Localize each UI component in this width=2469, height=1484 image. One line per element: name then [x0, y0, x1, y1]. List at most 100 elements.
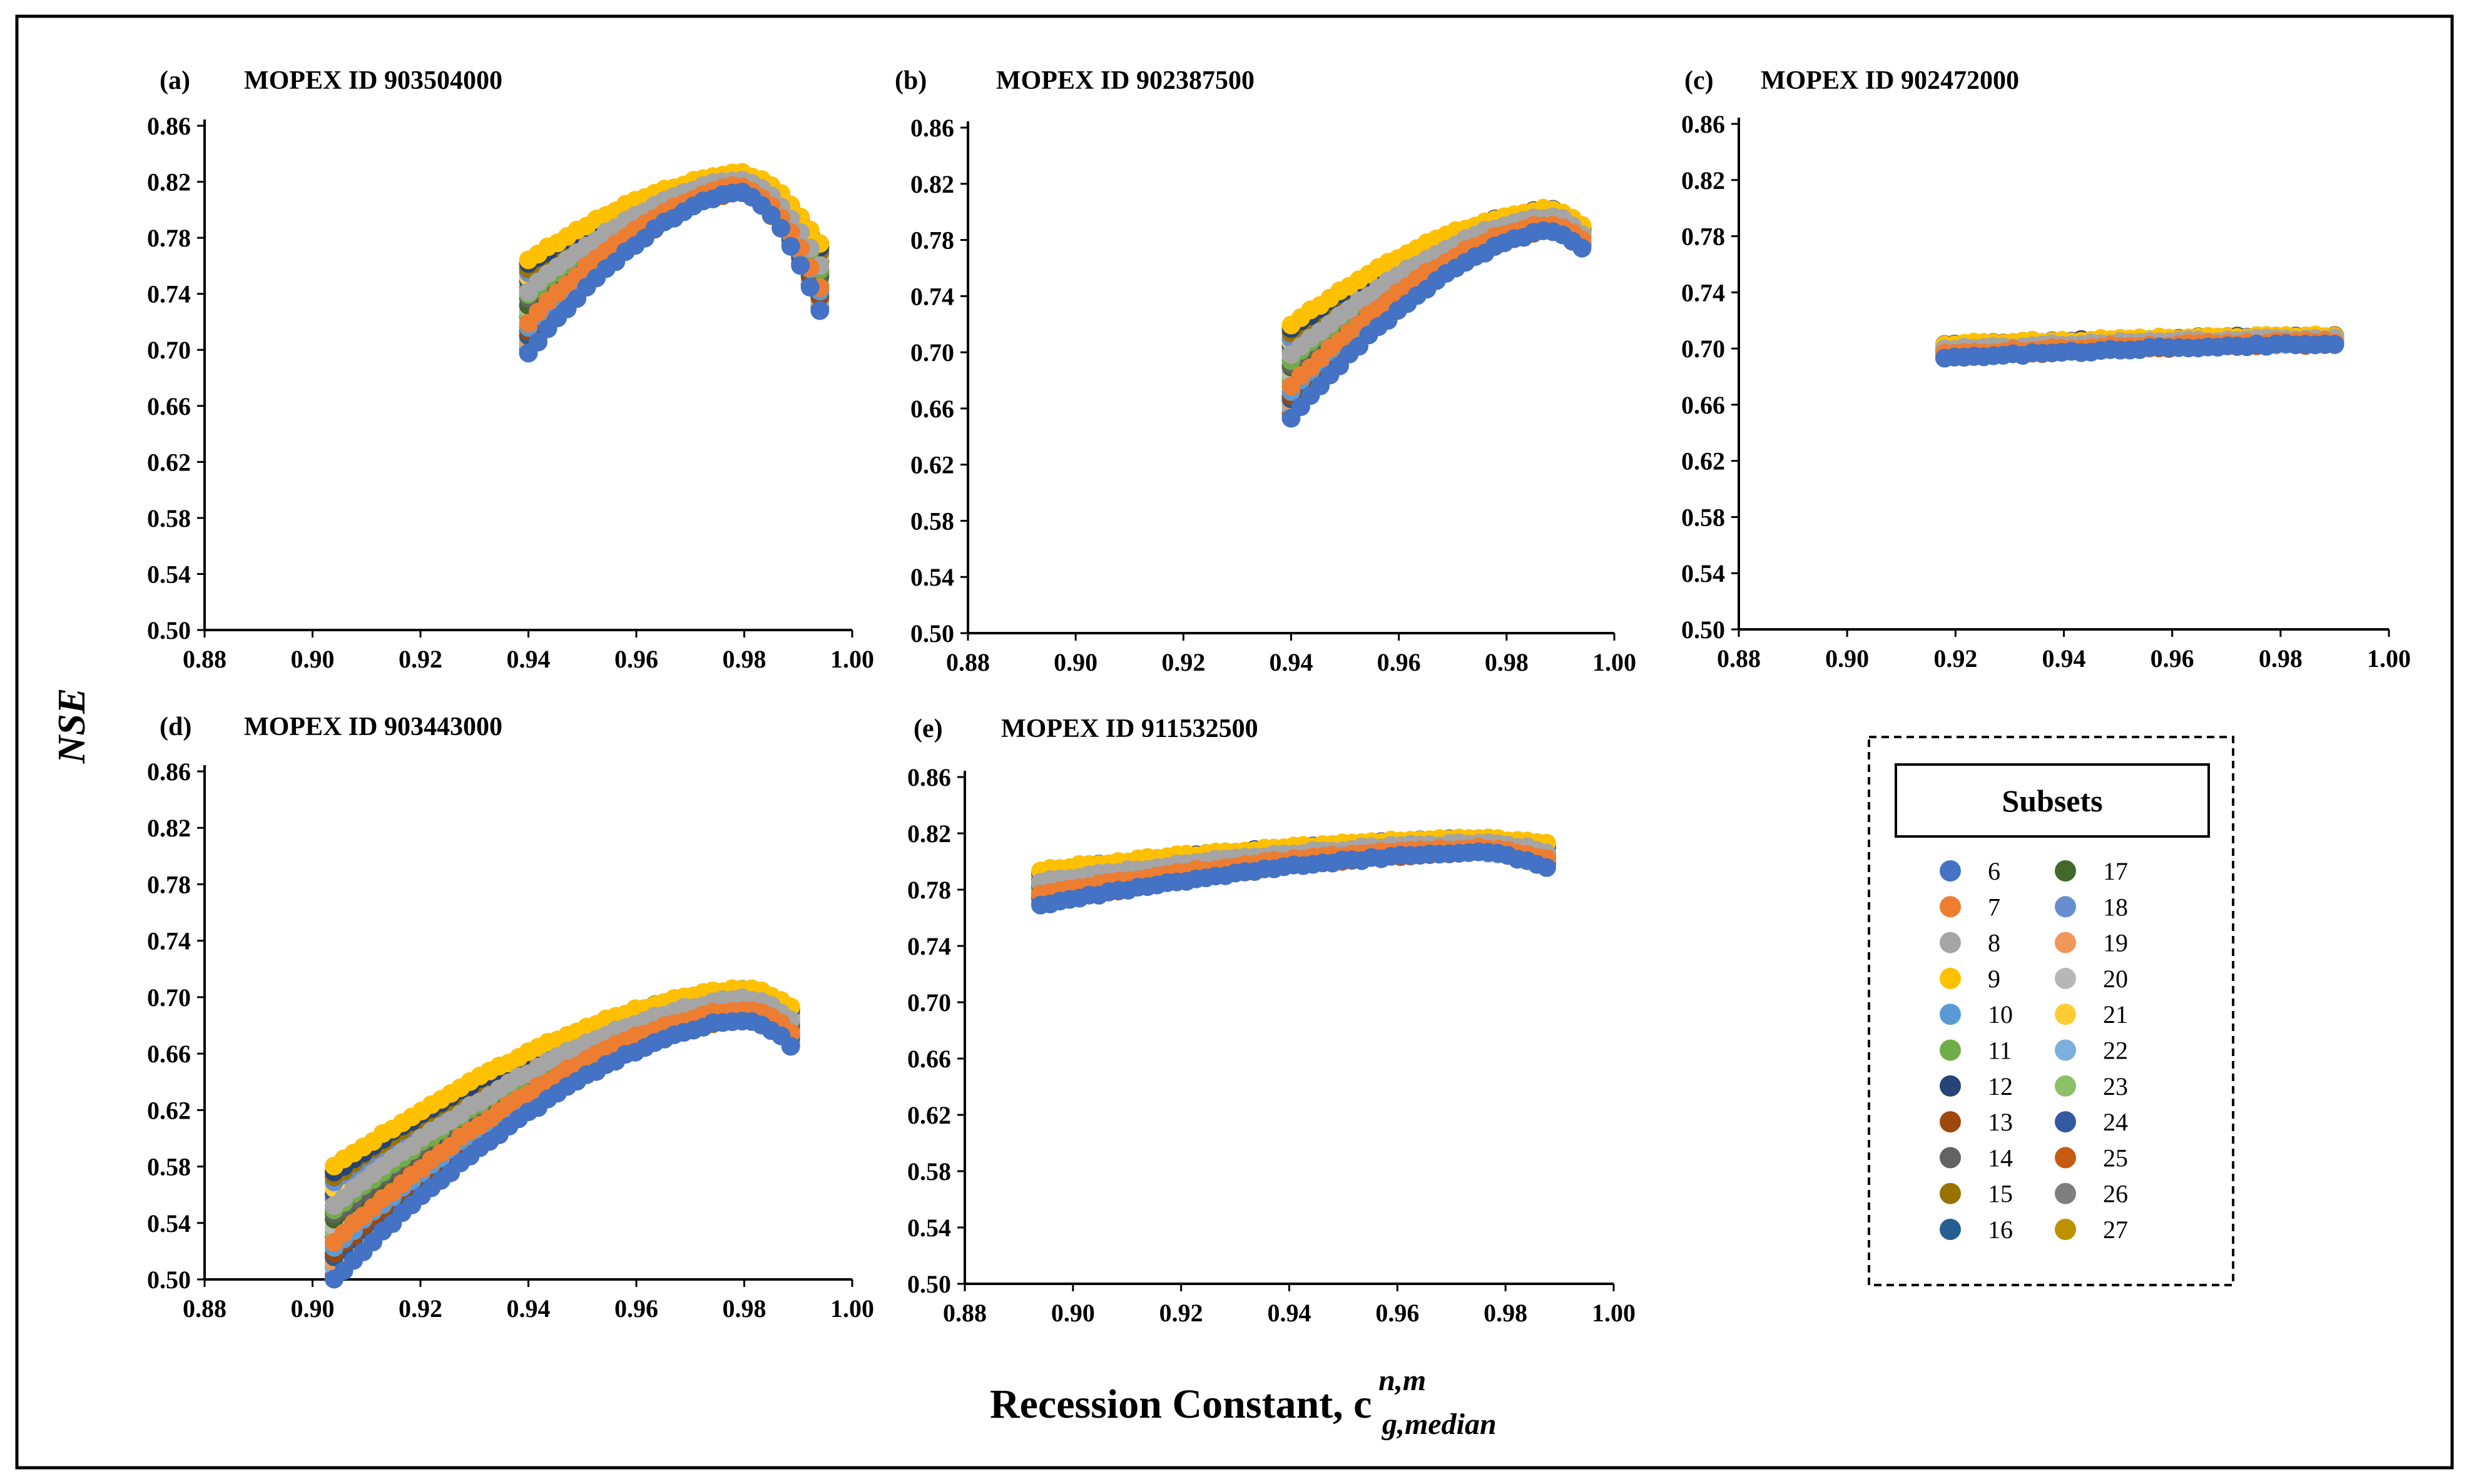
legend-marker-16	[1940, 1219, 1961, 1240]
legend-marker-12	[1940, 1075, 1961, 1097]
y-tick-label: 0.58	[147, 504, 191, 532]
legend-label-27: 27	[2103, 1216, 2128, 1244]
x-axis-title: Recession Constant, c g,median n,m	[990, 1364, 1507, 1443]
legend-label-10: 10	[1988, 1000, 2013, 1029]
x-tick-label: 0.92	[399, 1294, 442, 1323]
x-tick-label: 0.98	[1484, 1299, 1527, 1327]
legend-marker-27	[2055, 1219, 2076, 1240]
x-tick-label: 0.92	[399, 645, 442, 673]
panel-2: (b) MOPEX ID 9023875000.500.540.580.620.6…	[895, 66, 1636, 676]
x-tick-label: 0.90	[291, 1294, 335, 1323]
figure-border	[15, 14, 2454, 1470]
y-tick-label: 0.62	[147, 448, 191, 476]
legend-label-23: 23	[2103, 1072, 2128, 1100]
data-point	[761, 205, 781, 225]
legend-marker-8	[1940, 932, 1961, 953]
x-tick-label: 0.92	[1933, 644, 1977, 673]
x-tick-label: 0.94	[2042, 644, 2086, 673]
x-axis-title-sub: g,median	[1382, 1408, 1497, 1441]
legend-marker-22	[2055, 1039, 2076, 1061]
data-point	[791, 256, 810, 275]
y-tick-label: 0.86	[147, 112, 191, 140]
legend-label-24: 24	[2103, 1108, 2128, 1136]
x-tick-label: 0.88	[183, 1294, 227, 1323]
legend-marker-21	[2055, 1004, 2076, 1025]
legend-label-26: 26	[2103, 1180, 2128, 1208]
y-tick-label: 0.62	[907, 1101, 951, 1129]
panel-tag: (c)	[1684, 66, 1714, 95]
y-tick-label: 0.74	[907, 932, 951, 960]
y-tick-label: 0.74	[147, 927, 191, 955]
panel-title: MOPEX ID 903504000	[244, 66, 502, 95]
legend-marker-25	[2055, 1147, 2076, 1169]
y-tick-label: 0.70	[910, 338, 954, 367]
legend-label-17: 17	[2103, 857, 2128, 885]
legend-marker-26	[2055, 1182, 2076, 1204]
y-tick-label: 0.66	[910, 395, 954, 423]
x-tick-label: 1.00	[1592, 1299, 1636, 1327]
y-tick-label: 0.86	[1681, 110, 1725, 138]
y-tick-label: 0.62	[910, 451, 954, 479]
series-6	[1281, 221, 1592, 428]
legend-marker-10	[1940, 1004, 1961, 1025]
y-tick-label: 0.50	[910, 619, 954, 648]
y-tick-label: 0.82	[907, 820, 951, 848]
x-tick-label: 0.90	[1051, 1299, 1095, 1327]
x-tick-label: 0.94	[507, 645, 551, 673]
panel-3: (c) MOPEX ID 9024720000.500.540.580.620.6…	[1681, 66, 2411, 673]
x-tick-label: 0.90	[1054, 648, 1097, 676]
legend-label-20: 20	[2103, 965, 2128, 993]
data-point	[771, 218, 791, 238]
x-tick-label: 0.88	[946, 648, 990, 676]
data-point	[529, 332, 547, 352]
data-point	[2325, 335, 2344, 354]
x-tick-label: 0.92	[1161, 648, 1205, 676]
legend: Subsets 67891011121314151617181920212223…	[1868, 736, 2234, 1286]
y-tick-label: 0.78	[910, 226, 954, 255]
x-tick-label: 0.96	[1377, 648, 1421, 676]
legend-label-19: 19	[2103, 929, 2128, 957]
y-tick-label: 0.66	[907, 1045, 951, 1073]
legend-marker-19	[2055, 932, 2076, 953]
legend-label-11: 11	[1988, 1037, 2012, 1065]
y-tick-label: 0.58	[910, 507, 954, 535]
panel-tag: (d)	[160, 713, 191, 741]
x-tick-label: 0.90	[291, 645, 335, 673]
panel-5: (e) MOPEX ID 9115325000.500.540.580.620.6…	[907, 714, 1636, 1327]
x-tick-label: 0.88	[183, 645, 227, 673]
y-tick-label: 0.78	[147, 224, 191, 252]
legend-marker-23	[2055, 1075, 2076, 1097]
panel-title: MOPEX ID 911532500	[1001, 714, 1258, 743]
y-tick-label: 0.50	[147, 1266, 191, 1294]
y-tick-label: 0.70	[147, 336, 191, 364]
x-tick-label: 0.98	[723, 1294, 766, 1323]
legend-label-12: 12	[1988, 1072, 2013, 1100]
x-tick-label: 0.94	[1268, 1299, 1311, 1327]
panel-title: MOPEX ID 903443000	[244, 713, 502, 741]
y-tick-label: 0.82	[147, 814, 191, 842]
panel-tag: (b)	[895, 66, 927, 95]
y-tick-label: 0.62	[1681, 447, 1725, 475]
legend-marker-13	[1940, 1111, 1961, 1133]
y-tick-label: 0.66	[147, 1040, 191, 1068]
legend-label-25: 25	[2103, 1144, 2128, 1172]
legend-marker-11	[1940, 1039, 1961, 1061]
legend-marker-14	[1940, 1147, 1961, 1169]
x-tick-label: 0.96	[614, 1294, 658, 1323]
x-tick-label: 0.96	[1375, 1299, 1419, 1327]
legend-marker-6	[1940, 860, 1961, 882]
y-tick-label: 0.86	[907, 763, 951, 791]
x-axis-title-sup: n,m	[1378, 1364, 1426, 1397]
x-tick-label: 0.98	[723, 645, 766, 673]
legend-marker-20	[2055, 967, 2076, 989]
y-tick-label: 0.78	[147, 870, 191, 898]
y-tick-label: 0.78	[1681, 223, 1725, 251]
y-tick-label: 0.62	[147, 1096, 191, 1124]
y-tick-label: 0.58	[907, 1157, 951, 1186]
y-tick-label: 0.58	[147, 1153, 191, 1181]
y-tick-label: 0.70	[147, 983, 191, 1012]
legend-label-14: 14	[1988, 1144, 2013, 1172]
x-tick-label: 1.00	[1592, 648, 1636, 676]
y-tick-label: 0.82	[147, 168, 191, 196]
panel-title: MOPEX ID 902387500	[996, 66, 1255, 95]
